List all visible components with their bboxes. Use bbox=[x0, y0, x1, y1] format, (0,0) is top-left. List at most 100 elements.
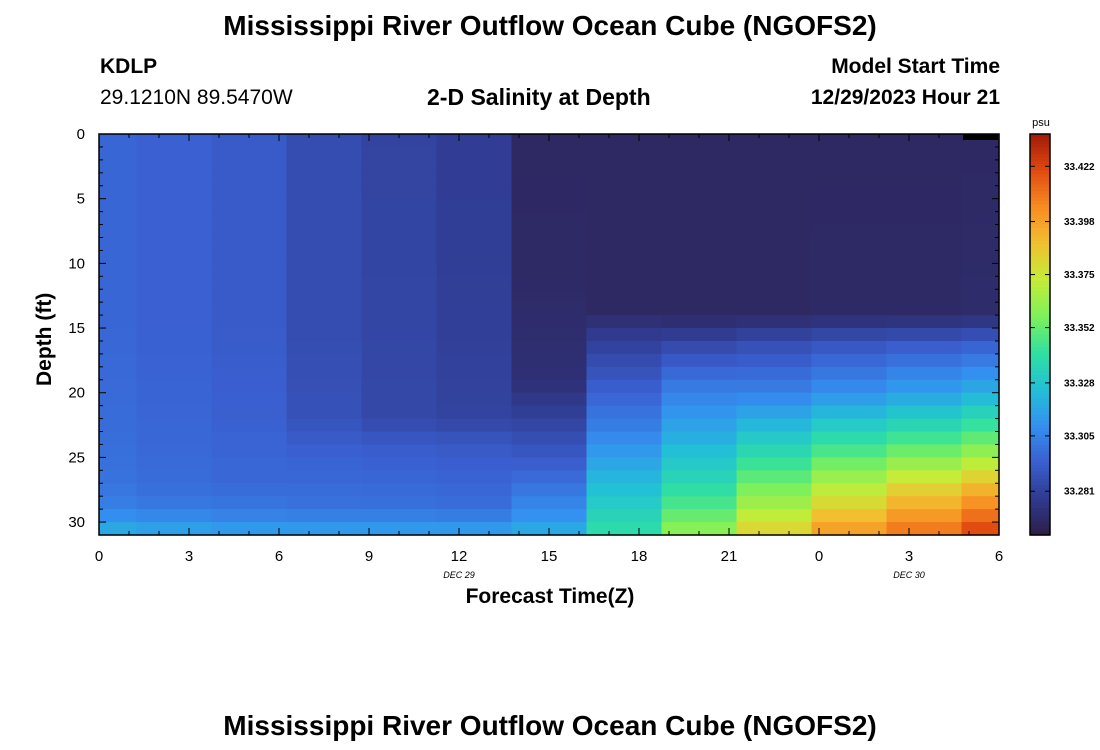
heatmap-cell bbox=[511, 172, 588, 187]
colorbar-segment bbox=[1030, 291, 1050, 295]
heatmap-cell bbox=[511, 457, 588, 471]
colorbar-segment bbox=[1030, 401, 1050, 406]
x-date-label: DEC 29 bbox=[443, 570, 475, 580]
colorbar-segment bbox=[1030, 200, 1050, 205]
heatmap-cell bbox=[961, 509, 1000, 523]
heatmap-cell bbox=[586, 328, 663, 342]
colorbar-segment bbox=[1030, 137, 1050, 142]
heatmap-cell bbox=[136, 379, 213, 394]
colorbar-segment bbox=[1030, 144, 1050, 148]
colorbar-tick-label: 33.305 bbox=[1064, 431, 1095, 442]
heatmap-cell bbox=[961, 405, 1000, 420]
heatmap-cell bbox=[436, 211, 513, 226]
heatmap-cell bbox=[361, 263, 438, 277]
heatmap-cell bbox=[586, 509, 663, 523]
heatmap-cell bbox=[811, 250, 888, 264]
colorbar-segment bbox=[1030, 170, 1050, 175]
colorbar-segment bbox=[1030, 341, 1050, 346]
colorbar-segment bbox=[1030, 277, 1050, 282]
colorbar-segment bbox=[1030, 514, 1050, 519]
colorbar-segment bbox=[1030, 337, 1050, 342]
heatmap-cell bbox=[886, 250, 963, 264]
heatmap-cell bbox=[736, 496, 813, 510]
heatmap-cell bbox=[361, 431, 438, 446]
heatmap-cell bbox=[961, 444, 1000, 458]
colorbar-tick-label: 33.352 bbox=[1064, 323, 1095, 334]
x-date-label: DEC 30 bbox=[893, 570, 925, 580]
heatmap-cell bbox=[136, 289, 213, 303]
station-id: KDLP bbox=[100, 55, 158, 78]
chart-subtitle: 2-D Salinity at Depth bbox=[427, 84, 651, 110]
heatmap-cell bbox=[511, 302, 588, 316]
y-tick-label: 10 bbox=[68, 255, 85, 272]
heatmap-cell bbox=[661, 509, 738, 523]
heatmap-cell bbox=[586, 496, 663, 510]
heatmap-cell bbox=[99, 185, 138, 200]
heatmap-cell bbox=[136, 328, 213, 342]
heatmap-cell bbox=[661, 146, 738, 161]
colorbar-tick-label: 33.328 bbox=[1064, 378, 1095, 389]
heatmap-cell bbox=[361, 289, 438, 303]
colorbar-segment bbox=[1030, 494, 1050, 499]
heatmap-cell bbox=[661, 276, 738, 290]
heatmap-cell bbox=[586, 340, 663, 355]
colorbar-segment bbox=[1030, 411, 1050, 416]
heatmap-cell bbox=[511, 263, 588, 277]
heatmap-cell bbox=[286, 134, 363, 148]
heatmap-cell bbox=[99, 263, 138, 277]
colorbar-segment bbox=[1030, 474, 1050, 479]
heatmap-cell bbox=[661, 211, 738, 226]
heatmap-cell bbox=[211, 353, 288, 368]
heatmap-cell bbox=[736, 431, 813, 446]
heatmap-cell bbox=[136, 263, 213, 277]
colorbar-segment bbox=[1030, 314, 1050, 319]
heatmap-cell bbox=[961, 185, 1000, 200]
heatmap-cell bbox=[811, 172, 888, 187]
heatmap-cell bbox=[361, 483, 438, 497]
heatmap-cell bbox=[511, 237, 588, 252]
colorbar-segment bbox=[1030, 271, 1050, 275]
heatmap-cell bbox=[286, 509, 363, 523]
heatmap-cell bbox=[586, 146, 663, 161]
heatmap-cell bbox=[736, 302, 813, 316]
colorbar-segment bbox=[1030, 174, 1050, 179]
heatmap-cell bbox=[811, 509, 888, 523]
heatmap-cell bbox=[436, 392, 513, 407]
heatmap-cell bbox=[661, 405, 738, 420]
colorbar-segment bbox=[1030, 160, 1050, 165]
heatmap-cell bbox=[436, 146, 513, 161]
heatmap-cell bbox=[211, 315, 288, 329]
heatmap-cell bbox=[286, 328, 363, 342]
heatmap-cell bbox=[286, 211, 363, 226]
heatmap-cell bbox=[99, 340, 138, 355]
heatmap-cell bbox=[436, 276, 513, 290]
heatmap-cell bbox=[99, 392, 138, 407]
heatmap-cell bbox=[586, 302, 663, 316]
colorbar-segment bbox=[1030, 210, 1050, 215]
heatmap-cell bbox=[286, 366, 363, 381]
heatmap-cell bbox=[286, 483, 363, 497]
colorbar-segment bbox=[1030, 220, 1050, 225]
heatmap-cell bbox=[661, 159, 738, 174]
colorbar-tick-label: 33.422 bbox=[1064, 162, 1095, 173]
heatmap-cell bbox=[961, 237, 1000, 252]
heatmap-cell bbox=[99, 289, 138, 303]
heatmap-cell bbox=[286, 457, 363, 471]
heatmap-cell bbox=[136, 250, 213, 264]
colorbar-unit: psu bbox=[1032, 117, 1050, 129]
heatmap-cell bbox=[99, 224, 138, 239]
colorbar-segment bbox=[1030, 468, 1050, 473]
footer-title: Mississippi River Outflow Ocean Cube (NG… bbox=[223, 710, 877, 741]
heatmap-cell bbox=[511, 328, 588, 342]
heatmap-cell bbox=[586, 224, 663, 239]
heatmap-cell bbox=[886, 289, 963, 303]
heatmap-cell bbox=[286, 444, 363, 458]
heatmap-cell bbox=[211, 392, 288, 407]
heatmap-cell bbox=[511, 159, 588, 174]
heatmap-cell bbox=[361, 340, 438, 355]
heatmap-cell bbox=[961, 224, 1000, 239]
colorbar-tick-label: 33.398 bbox=[1064, 217, 1095, 228]
heatmap-cell bbox=[211, 418, 288, 433]
heatmap-cell bbox=[136, 431, 213, 446]
heatmap-cell bbox=[886, 418, 963, 433]
